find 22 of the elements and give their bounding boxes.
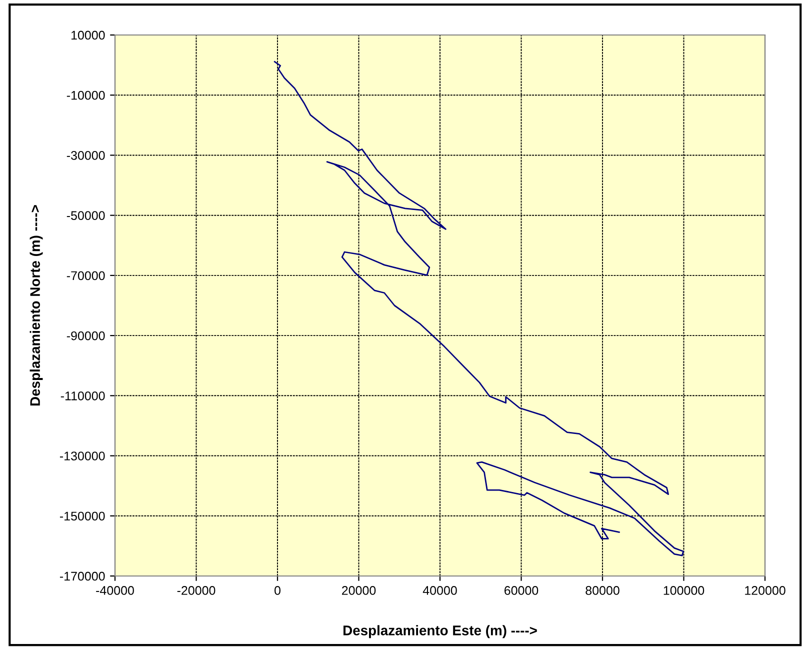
y-tick-label: -130000 bbox=[60, 452, 105, 460]
x-tick-label: -20000 bbox=[177, 586, 216, 595]
x-tick-label: 60000 bbox=[504, 586, 538, 595]
y-tick-label: -10000 bbox=[66, 90, 105, 100]
x-axis-title: Desplazamiento Este (m) ----> bbox=[344, 625, 537, 638]
x-tick-label: 20000 bbox=[342, 586, 376, 595]
y-axis-title: Desplazamiento Norte (m) ----> bbox=[30, 205, 43, 406]
x-tick-label: 120000 bbox=[745, 586, 786, 595]
x-tick-label: 100000 bbox=[664, 586, 704, 595]
y-tick-label: -30000 bbox=[66, 151, 105, 160]
y-tick-label: 10000 bbox=[71, 30, 105, 40]
y-tick-label: -170000 bbox=[60, 572, 105, 581]
y-tick-label: -90000 bbox=[66, 331, 105, 340]
line-series bbox=[274, 61, 684, 556]
y-tick-label: -50000 bbox=[66, 211, 105, 220]
x-tick-label: -40000 bbox=[96, 586, 134, 595]
y-tick-label: -70000 bbox=[66, 271, 105, 280]
y-tick-label: -110000 bbox=[60, 391, 105, 400]
x-tick-label: 0 bbox=[274, 586, 280, 595]
x-tick-label: 40000 bbox=[422, 586, 457, 595]
x-tick-label: 80000 bbox=[586, 586, 620, 595]
y-tick-label: -150000 bbox=[60, 512, 105, 521]
